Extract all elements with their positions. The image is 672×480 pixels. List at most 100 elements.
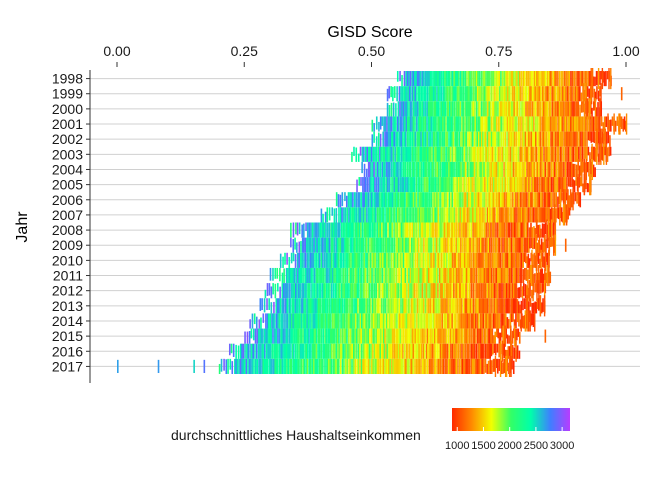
data-stripe (426, 116, 428, 132)
data-stripe (393, 283, 396, 299)
data-stripe (487, 86, 490, 102)
data-stripe (306, 222, 309, 238)
data-stripe (417, 161, 420, 178)
data-stripe (389, 131, 392, 147)
data-stripe (285, 267, 288, 284)
data-stripe (366, 343, 369, 359)
data-stripe (530, 192, 532, 208)
data-stripe (434, 298, 437, 314)
data-stripe (335, 237, 337, 253)
data-stripe (373, 283, 376, 299)
data-stripe (453, 86, 456, 102)
data-stripe (493, 335, 495, 344)
data-stripe (506, 349, 508, 359)
data-stripe (232, 343, 235, 357)
data-stripe (480, 252, 483, 268)
data-stripe (481, 313, 483, 329)
data-stripe (395, 207, 398, 223)
data-stripe (580, 71, 582, 87)
data-stripe (266, 328, 269, 344)
data-stripe (439, 146, 442, 162)
data-stripe (432, 267, 434, 284)
data-stripe (384, 192, 387, 208)
data-stripe-edge (532, 264, 534, 287)
data-stripe (430, 177, 432, 193)
data-stripe (288, 343, 291, 359)
data-stripe (511, 298, 514, 314)
data-stripe (538, 272, 541, 284)
data-stripe (331, 298, 333, 314)
data-stripe (531, 177, 533, 193)
data-stripe (335, 208, 338, 223)
data-stripe (534, 192, 537, 208)
data-stripe-edge (536, 280, 538, 302)
data-stripe (339, 267, 342, 284)
data-stripe (446, 192, 449, 208)
data-stripe (521, 116, 523, 132)
data-stripe (361, 161, 363, 174)
data-stripe (252, 328, 255, 341)
data-stripe (455, 298, 457, 314)
data-stripe (455, 267, 458, 284)
data-stripe (520, 252, 523, 268)
data-stripe (494, 343, 497, 356)
data-stripe (430, 116, 433, 132)
data-stripe (517, 267, 520, 284)
data-stripe (349, 343, 352, 359)
data-stripe (260, 317, 262, 329)
data-stripe (569, 131, 572, 147)
data-stripe (342, 252, 345, 268)
data-stripe (410, 192, 412, 208)
data-stripe (469, 161, 472, 178)
data-stripe-edge (526, 310, 528, 332)
data-stripe (436, 358, 438, 374)
data-stripe-edge (500, 340, 502, 362)
data-stripe (391, 192, 394, 208)
data-stripe (516, 116, 518, 132)
data-stripe (447, 252, 450, 268)
data-stripe (375, 313, 378, 329)
data-stripe (355, 283, 358, 299)
data-stripe (470, 358, 473, 374)
data-stripe (553, 131, 555, 147)
data-stripe (492, 86, 494, 102)
data-stripe (513, 101, 515, 117)
data-stripe (536, 71, 538, 87)
data-stripe (500, 86, 502, 102)
data-stripe (422, 177, 424, 193)
data-stripe (588, 116, 591, 132)
data-stripe (577, 86, 580, 102)
data-stripe (487, 267, 490, 284)
data-stripe (451, 192, 454, 208)
data-stripe (503, 116, 506, 132)
data-stripe (468, 222, 471, 238)
data-stripe (432, 101, 434, 117)
data-stripe (406, 146, 409, 162)
data-stripe (498, 298, 500, 314)
data-stripe (372, 358, 375, 374)
data-stripe (307, 313, 310, 329)
y-tick-label: 2013 (52, 298, 83, 314)
data-stripe (469, 71, 471, 87)
data-stripe (429, 101, 431, 117)
data-stripe (448, 343, 451, 359)
data-stripe (567, 71, 569, 87)
data-stripe (434, 177, 437, 193)
data-stripe (461, 358, 464, 374)
data-stripe (292, 358, 294, 374)
data-stripe (568, 86, 570, 102)
data-stripe (405, 222, 407, 238)
data-stripe (454, 161, 456, 178)
data-stripe (401, 116, 403, 132)
data-stripe (531, 101, 534, 117)
data-stripe (390, 343, 393, 359)
data-stripe (456, 252, 458, 268)
data-stripe (468, 298, 470, 314)
data-stripe (372, 283, 374, 299)
data-stripe (563, 116, 565, 132)
data-stripe (491, 177, 494, 193)
data-stripe (273, 328, 276, 344)
data-stripe (405, 146, 408, 162)
data-stripe (477, 71, 479, 87)
data-stripe (402, 116, 405, 132)
